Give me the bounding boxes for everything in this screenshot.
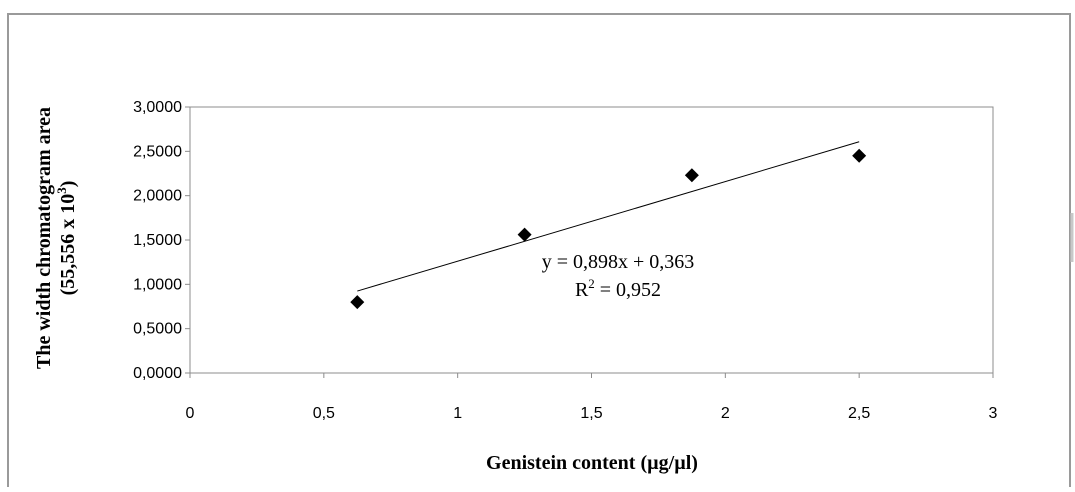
y-tick-label: 2,0000 bbox=[133, 188, 182, 205]
y-tick-label: 0,0000 bbox=[133, 365, 182, 382]
y-axis: 0,0000 0,5000 1,0000 1,5000 2,0000 2,5000 3,00… bbox=[133, 99, 190, 382]
equation-label: y = 0,898x + 0,363 bbox=[542, 251, 695, 273]
y-tick-label: 3,0000 bbox=[133, 99, 182, 116]
plot-area bbox=[189, 106, 994, 374]
r-squared-label: R2 = 0,952 bbox=[575, 276, 661, 301]
data-point bbox=[517, 227, 532, 242]
data-point bbox=[684, 168, 699, 183]
y-tick-label: 2,5000 bbox=[133, 143, 182, 160]
data-points bbox=[350, 148, 867, 310]
x-tick-label: 1 bbox=[453, 405, 462, 422]
data-point bbox=[852, 148, 867, 163]
data-point bbox=[350, 295, 365, 310]
x-tick-label: 0,5 bbox=[313, 405, 335, 422]
x-axis-title: Genistein content (µg/µl) bbox=[486, 452, 698, 474]
x-axis: 0 0,5 1 1,5 2 2,5 3 bbox=[186, 373, 998, 422]
y-axis-title-line2: (55,556 x 103) bbox=[54, 181, 79, 296]
x-tick-label: 1,5 bbox=[580, 405, 602, 422]
y-axis-title-line1: The width chromatogram area bbox=[33, 107, 55, 369]
x-tick-label: 3 bbox=[989, 405, 998, 422]
y-tick-label: 1,5000 bbox=[133, 232, 182, 249]
y-tick-label: 0,5000 bbox=[133, 321, 182, 338]
trendline bbox=[357, 141, 860, 292]
x-tick-label: 0 bbox=[186, 405, 195, 422]
x-tick-label: 2,5 bbox=[848, 405, 870, 422]
y-tick-label: 1,0000 bbox=[133, 276, 182, 293]
x-tick-label: 2 bbox=[721, 405, 730, 422]
trendline-group bbox=[357, 141, 860, 292]
